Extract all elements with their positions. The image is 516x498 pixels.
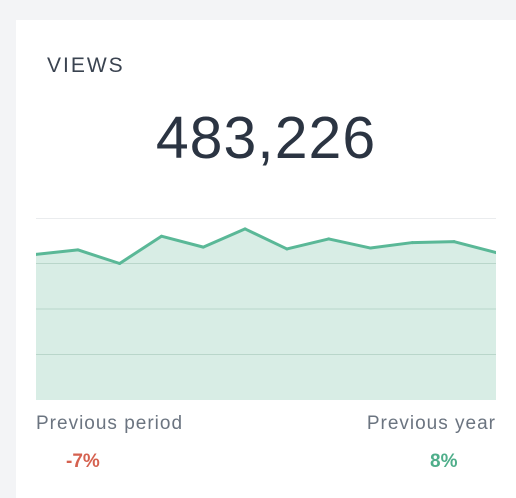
previous-period-label: Previous period xyxy=(36,413,184,434)
data-point-7 xyxy=(285,247,289,251)
data-point-1 xyxy=(36,252,38,256)
data-point-9 xyxy=(369,246,373,250)
previous-year-label: Previous year xyxy=(366,413,496,434)
views-series-line xyxy=(36,227,496,265)
previous-period-change: -7% xyxy=(66,451,100,472)
views-widget: VIEWS 483,226 Previous period Previous y… xyxy=(16,20,516,498)
data-point-12 xyxy=(494,251,496,255)
views-total: 483,226 xyxy=(155,105,377,171)
data-point-2 xyxy=(76,248,80,252)
views-area-fill xyxy=(36,228,496,400)
data-point-10 xyxy=(410,241,414,245)
data-point-4 xyxy=(159,234,163,238)
data-point-6 xyxy=(243,227,247,231)
previous-year-change: 8% xyxy=(430,451,458,472)
data-point-8 xyxy=(327,237,331,241)
views-area-chart xyxy=(36,218,496,400)
data-point-3 xyxy=(118,262,122,265)
widget-title: VIEWS xyxy=(47,54,125,77)
data-point-5 xyxy=(201,245,205,249)
data-point-11 xyxy=(452,240,456,244)
